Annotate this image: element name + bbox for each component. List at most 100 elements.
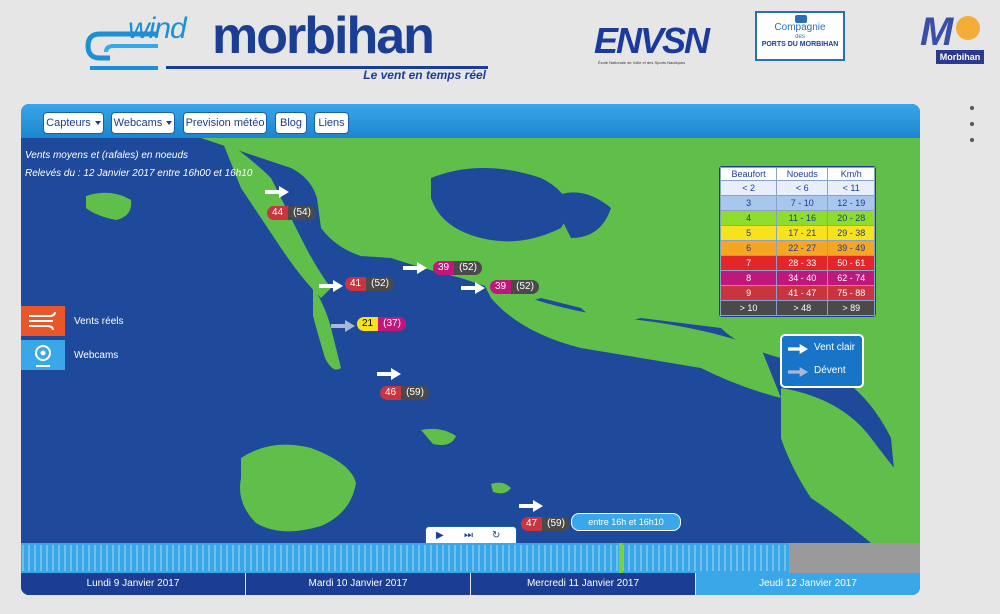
day-tab-jeudi[interactable]: Jeudi 12 Janvier 2017 bbox=[696, 573, 920, 595]
legend-header-kmh: Km/h bbox=[827, 167, 875, 181]
quiberon-peninsula bbox=[313, 286, 341, 370]
station-badge[interactable]: 44 (54) bbox=[267, 206, 316, 220]
legend-cell: 22 - 27 bbox=[776, 240, 829, 256]
wind-arrow-icon bbox=[377, 368, 401, 380]
partner-ports-line2: des bbox=[795, 34, 805, 40]
legend-row: > 10 > 48 > 89 bbox=[719, 300, 875, 316]
east-coast-land bbox=[781, 388, 920, 543]
vent-type-legend: Vent clair Dévent bbox=[780, 334, 864, 388]
legend-cell: 41 - 47 bbox=[776, 285, 829, 301]
station-gust: (59) bbox=[401, 386, 429, 400]
nav-blog-label: Blog bbox=[279, 117, 303, 129]
nav-capteurs-label: Capteurs bbox=[46, 117, 91, 129]
legend-cell: 12 - 19 bbox=[827, 195, 875, 211]
logo-underline bbox=[166, 66, 488, 69]
station-wind: 41 bbox=[345, 277, 367, 291]
station-badge[interactable]: 47 (59) bbox=[521, 517, 570, 531]
wind-arrow-icon bbox=[265, 186, 289, 198]
vent-clair-arrow-icon bbox=[788, 344, 808, 354]
station-gust: (37) bbox=[378, 317, 406, 331]
legend-row: 5 17 - 21 29 - 38 bbox=[719, 225, 875, 241]
station-badge[interactable]: 41 (52) bbox=[345, 277, 394, 291]
timeline-cursor[interactable] bbox=[619, 543, 623, 573]
wind-gust-icon bbox=[29, 311, 56, 331]
station-gust: (52) bbox=[366, 277, 394, 291]
partner-ports-line3: PORTS DU MORBIHAN bbox=[761, 41, 839, 48]
logo-tagline: Le vent en temps réel bbox=[363, 68, 486, 82]
timeline-ticks bbox=[22, 545, 918, 571]
island-groix bbox=[86, 192, 132, 220]
chevron-down-icon bbox=[166, 121, 173, 126]
webcam-icon bbox=[35, 345, 51, 367]
nav-prevision-button[interactable]: Prevision météo bbox=[183, 112, 267, 134]
step-forward-icon[interactable]: ⏭ bbox=[464, 530, 473, 541]
webcams-side-label[interactable]: Webcams bbox=[74, 350, 119, 361]
anchor-icon bbox=[795, 15, 807, 23]
day-tab-mercredi[interactable]: Mercredi 11 Janvier 2017 bbox=[471, 573, 696, 595]
timeline-bar[interactable] bbox=[21, 543, 920, 573]
station-wind: 39 bbox=[490, 280, 512, 294]
nav-liens-button[interactable]: Liens bbox=[314, 112, 349, 134]
day-tab-lundi[interactable]: Lundi 9 Janvier 2017 bbox=[21, 573, 246, 595]
rhuys-peninsula bbox=[481, 278, 781, 398]
station-wind: 39 bbox=[433, 261, 455, 275]
legend-cell: 7 bbox=[719, 255, 778, 271]
partner-morbihan-logo[interactable]: M Morbihan bbox=[920, 10, 994, 64]
station-gust: (52) bbox=[454, 261, 482, 275]
legend-cell: < 6 bbox=[776, 180, 829, 196]
nav-capteurs-button[interactable]: Capteurs bbox=[43, 112, 104, 134]
map-info-line1: Vents moyens et (rafales) en noeuds bbox=[25, 150, 189, 161]
partner-ports-line1: Compagnie bbox=[774, 22, 826, 33]
webcams-side-button[interactable] bbox=[21, 340, 65, 370]
legend-cell: 7 - 10 bbox=[776, 195, 829, 211]
legend-cell: 39 - 49 bbox=[827, 240, 875, 256]
chevron-down-icon bbox=[94, 121, 101, 126]
logo-wind-text: wind bbox=[128, 12, 187, 45]
nav-blog-button[interactable]: Blog bbox=[275, 112, 307, 134]
station-wind: 47 bbox=[521, 517, 543, 531]
legend-cell: 4 bbox=[719, 210, 778, 226]
legend-cell: 62 - 74 bbox=[827, 270, 875, 286]
legend-row: 9 41 - 47 75 - 88 bbox=[719, 285, 875, 301]
nav-webcams-button[interactable]: Webcams bbox=[111, 112, 175, 134]
legend-cell: > 89 bbox=[827, 300, 875, 316]
station-badge[interactable]: 39 (52) bbox=[433, 261, 482, 275]
nav-webcams-label: Webcams bbox=[113, 117, 163, 129]
partner-ports-logo[interactable]: Compagnie des PORTS DU MORBIHAN bbox=[755, 11, 845, 61]
legend-cell: 8 bbox=[719, 270, 778, 286]
legend-row: < 2 < 6 < 11 bbox=[719, 180, 875, 196]
legend-cell: 34 - 40 bbox=[776, 270, 829, 286]
refresh-icon[interactable]: ↻ bbox=[492, 530, 501, 541]
island-houat bbox=[421, 428, 456, 445]
wind-arrow-icon bbox=[319, 280, 343, 292]
legend-row: 7 28 - 33 50 - 61 bbox=[719, 255, 875, 271]
play-icon[interactable]: ▶ bbox=[436, 530, 444, 541]
legend-cell: 11 - 16 bbox=[776, 210, 829, 226]
station-gust: (52) bbox=[511, 280, 539, 294]
station-wind: 46 bbox=[380, 386, 402, 400]
partner-ensn-logo[interactable]: ENVSN École Nationale de Voile et des Sp… bbox=[594, 14, 710, 68]
legend-cell: > 10 bbox=[719, 300, 778, 316]
top-navbar: Capteurs Webcams Prevision météo Blog Li… bbox=[21, 104, 920, 138]
legend-cell: 75 - 88 bbox=[827, 285, 875, 301]
station-badge[interactable]: 39 (52) bbox=[490, 280, 539, 294]
more-menu-icon[interactable] bbox=[970, 106, 976, 154]
station-badge[interactable]: 46 (59) bbox=[380, 386, 429, 400]
station-wind: 21 bbox=[357, 317, 379, 331]
legend-cell: 29 - 38 bbox=[827, 225, 875, 241]
wind-arrow-icon bbox=[519, 500, 543, 512]
timeline-future-segment bbox=[789, 543, 920, 573]
station-badge[interactable]: 21 (37) bbox=[357, 317, 406, 331]
day-tab-mardi[interactable]: Mardi 10 Janvier 2017 bbox=[246, 573, 471, 595]
day-tabs: Lundi 9 Janvier 2017 Mardi 10 Janvier 20… bbox=[21, 573, 920, 595]
station-gust: (59) bbox=[542, 517, 570, 531]
timeline-controls: ▶ ⏭ ↻ bbox=[425, 526, 517, 544]
wind-map[interactable]: Vents moyens et (rafales) en noeuds Rele… bbox=[21, 138, 920, 543]
legend-cell: 28 - 33 bbox=[776, 255, 829, 271]
station-gust: (54) bbox=[288, 206, 316, 220]
vents-reels-button[interactable] bbox=[21, 306, 65, 336]
legend-row: 6 22 - 27 39 - 49 bbox=[719, 240, 875, 256]
vents-reels-label[interactable]: Vents réels bbox=[74, 316, 124, 327]
site-logo[interactable]: wind morbihan Le vent en temps réel bbox=[80, 7, 500, 85]
